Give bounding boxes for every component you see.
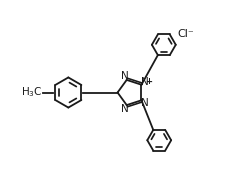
- Text: N: N: [141, 77, 149, 87]
- Text: N: N: [121, 71, 129, 81]
- Text: +: +: [145, 77, 152, 86]
- Text: N: N: [141, 98, 149, 108]
- Text: Cl⁻: Cl⁻: [177, 29, 194, 39]
- Text: N: N: [121, 104, 129, 114]
- Text: H$_3$C: H$_3$C: [21, 86, 42, 99]
